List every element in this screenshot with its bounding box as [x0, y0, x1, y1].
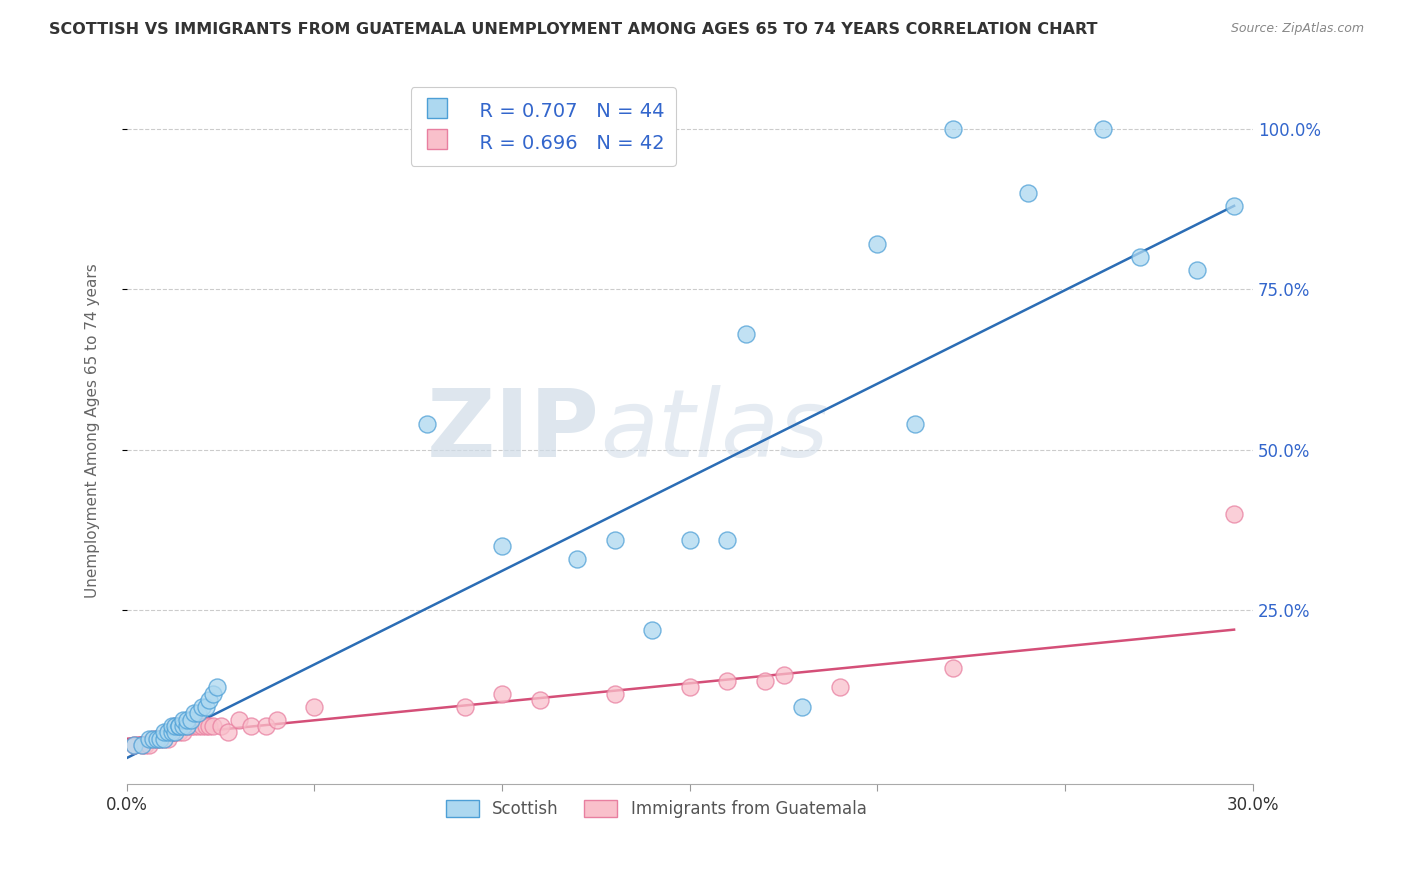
Point	[172, 713, 194, 727]
Point	[1017, 186, 1039, 200]
Point	[266, 713, 288, 727]
Point	[239, 719, 262, 733]
Point	[156, 725, 179, 739]
Point	[160, 719, 183, 733]
Point	[792, 699, 814, 714]
Point	[165, 725, 187, 739]
Point	[149, 731, 172, 746]
Point	[1223, 507, 1246, 521]
Point	[187, 719, 209, 733]
Point	[131, 738, 153, 752]
Point	[205, 681, 228, 695]
Point	[1185, 263, 1208, 277]
Point	[156, 725, 179, 739]
Point	[565, 552, 588, 566]
Point	[254, 719, 277, 733]
Point	[202, 719, 225, 733]
Point	[491, 687, 513, 701]
Point	[145, 731, 167, 746]
Point	[754, 673, 776, 688]
Point	[416, 417, 439, 432]
Point	[183, 706, 205, 720]
Point	[149, 731, 172, 746]
Point	[198, 693, 221, 707]
Y-axis label: Unemployment Among Ages 65 to 74 years: Unemployment Among Ages 65 to 74 years	[86, 263, 100, 598]
Point	[131, 738, 153, 752]
Point	[165, 719, 187, 733]
Point	[529, 693, 551, 707]
Point	[179, 713, 201, 727]
Point	[167, 725, 190, 739]
Point	[198, 719, 221, 733]
Point	[176, 719, 198, 733]
Point	[172, 725, 194, 739]
Point	[122, 738, 145, 752]
Point	[716, 533, 738, 547]
Point	[491, 539, 513, 553]
Point	[156, 731, 179, 746]
Point	[904, 417, 927, 432]
Point	[194, 719, 217, 733]
Point	[134, 738, 156, 752]
Point	[202, 687, 225, 701]
Point	[138, 738, 160, 752]
Point	[716, 673, 738, 688]
Point	[1223, 199, 1246, 213]
Point	[304, 699, 326, 714]
Point	[153, 725, 176, 739]
Point	[167, 719, 190, 733]
Point	[176, 713, 198, 727]
Point	[228, 713, 250, 727]
Point	[866, 237, 889, 252]
Point	[160, 725, 183, 739]
Point	[217, 725, 239, 739]
Point	[153, 731, 176, 746]
Point	[641, 623, 664, 637]
Point	[828, 681, 851, 695]
Point	[138, 731, 160, 746]
Point	[122, 738, 145, 752]
Point	[179, 719, 201, 733]
Text: atlas: atlas	[600, 385, 828, 476]
Point	[165, 719, 187, 733]
Point	[194, 699, 217, 714]
Point	[453, 699, 475, 714]
Point	[183, 719, 205, 733]
Point	[191, 719, 214, 733]
Point	[160, 725, 183, 739]
Point	[735, 327, 758, 342]
Point	[187, 706, 209, 720]
Point	[1129, 250, 1152, 264]
Text: ZIP: ZIP	[427, 384, 600, 476]
Legend: Scottish, Immigrants from Guatemala: Scottish, Immigrants from Guatemala	[439, 793, 873, 825]
Point	[142, 731, 165, 746]
Text: SCOTTISH VS IMMIGRANTS FROM GUATEMALA UNEMPLOYMENT AMONG AGES 65 TO 74 YEARS COR: SCOTTISH VS IMMIGRANTS FROM GUATEMALA UN…	[49, 22, 1098, 37]
Point	[603, 533, 626, 547]
Point	[167, 719, 190, 733]
Point	[142, 731, 165, 746]
Point	[941, 121, 963, 136]
Point	[679, 533, 702, 547]
Point	[145, 731, 167, 746]
Point	[160, 725, 183, 739]
Point	[172, 719, 194, 733]
Point	[679, 681, 702, 695]
Point	[1091, 121, 1114, 136]
Point	[153, 731, 176, 746]
Text: Source: ZipAtlas.com: Source: ZipAtlas.com	[1230, 22, 1364, 36]
Point	[209, 719, 232, 733]
Point	[176, 719, 198, 733]
Point	[191, 699, 214, 714]
Point	[603, 687, 626, 701]
Point	[165, 725, 187, 739]
Point	[772, 667, 794, 681]
Point	[941, 661, 963, 675]
